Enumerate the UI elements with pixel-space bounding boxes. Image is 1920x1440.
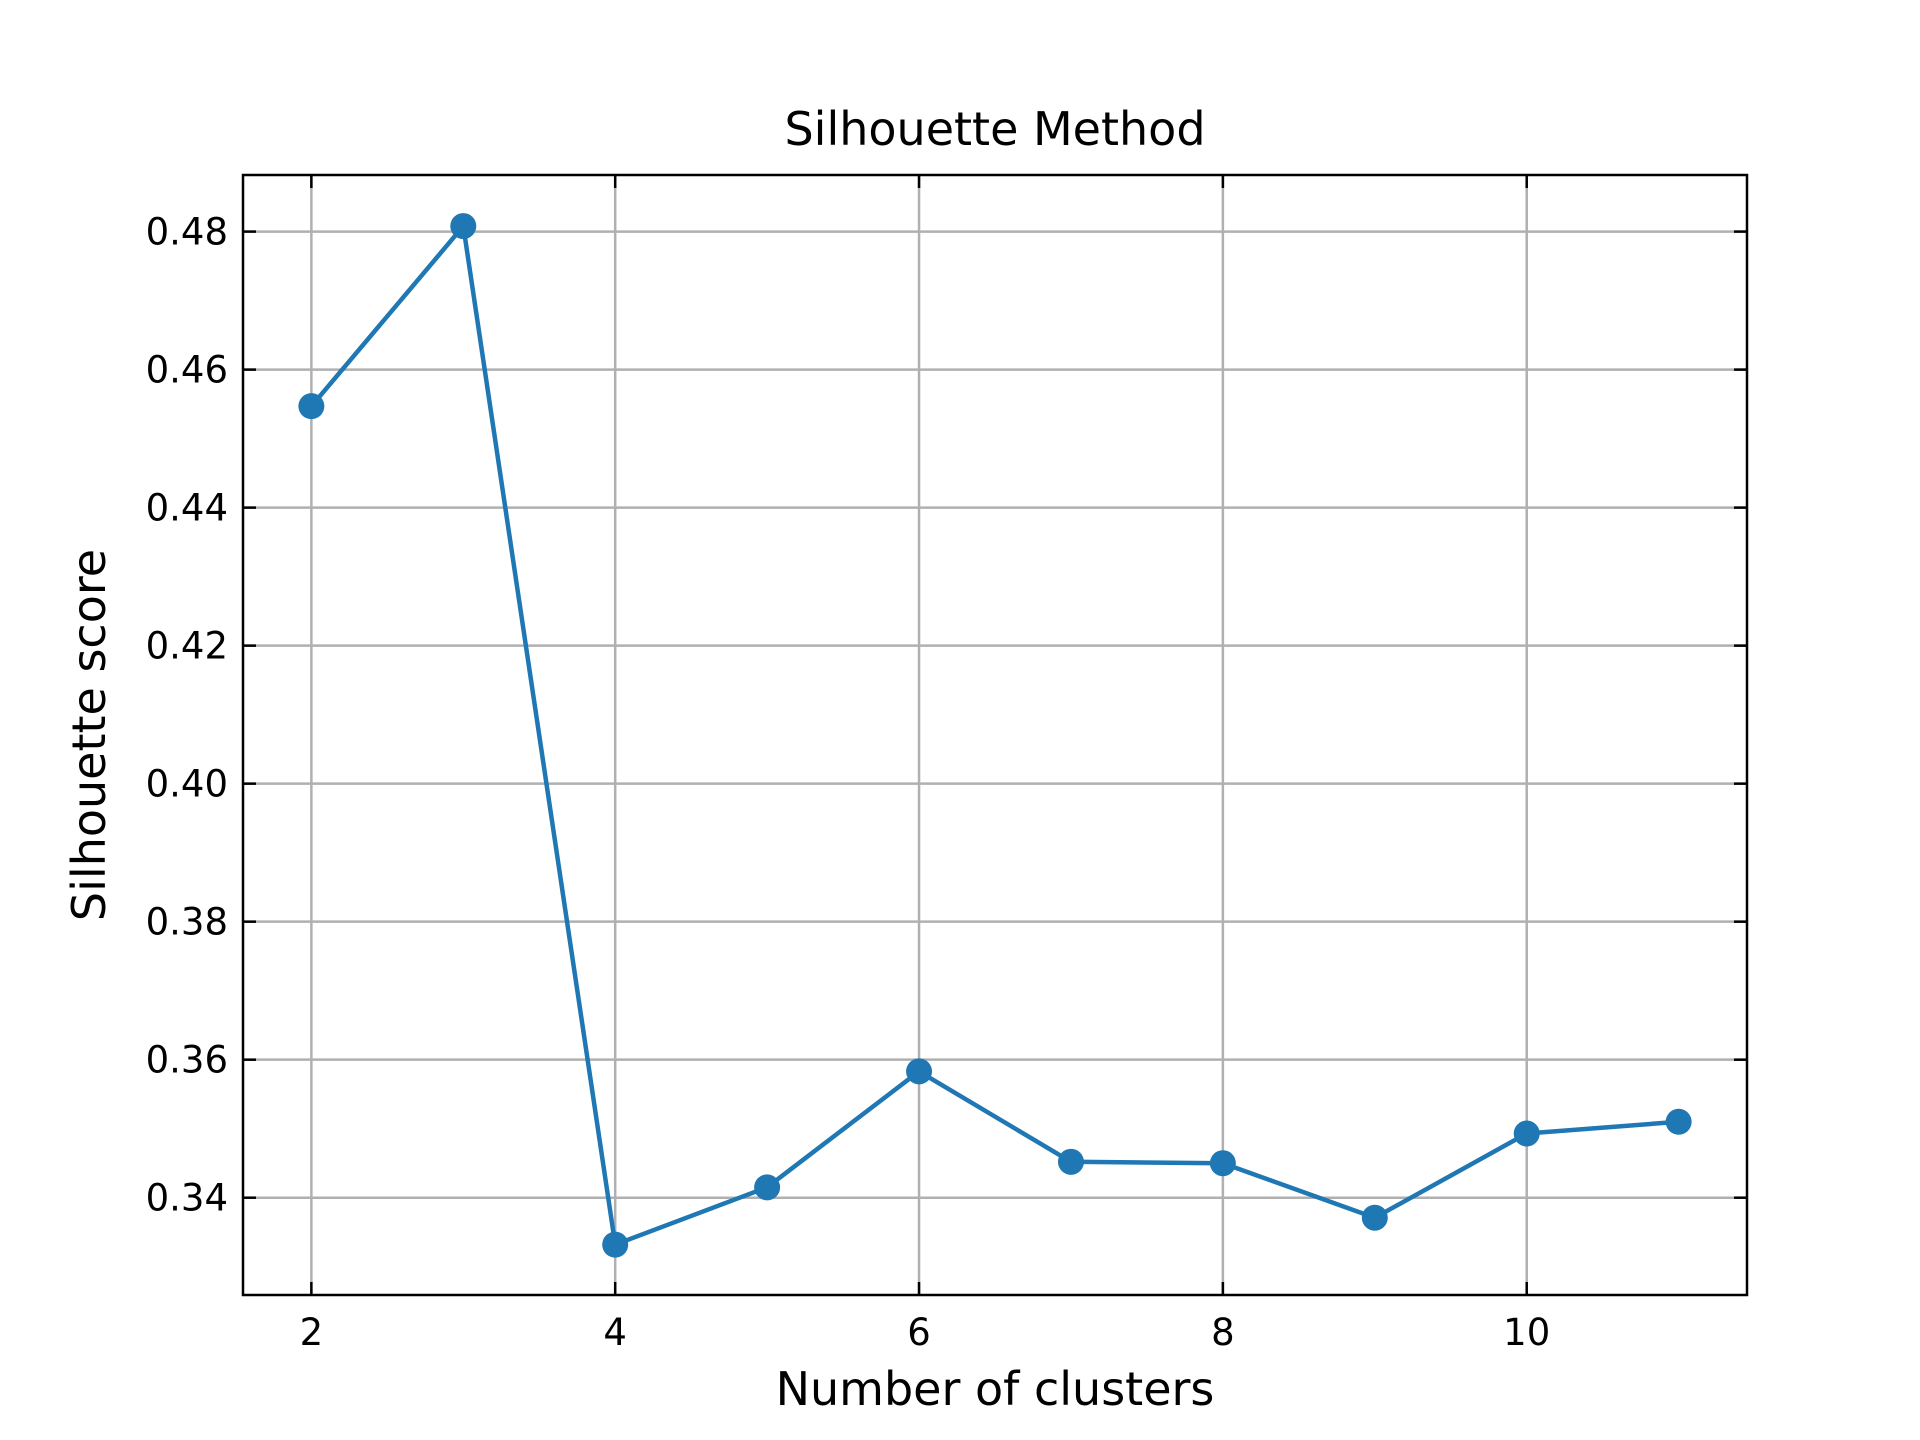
x-axis-title: Number of clusters — [776, 1362, 1215, 1416]
data-point — [754, 1174, 781, 1201]
y-axis-title: Silhouette score — [62, 549, 116, 921]
data-point — [1057, 1148, 1084, 1175]
data-point — [1209, 1150, 1236, 1177]
chart-title: Silhouette Method — [784, 102, 1205, 156]
series-layer — [298, 213, 1692, 1258]
y-tick-label: 0.44 — [146, 487, 228, 530]
x-tick-label: 8 — [1211, 1311, 1235, 1354]
data-point — [906, 1058, 933, 1085]
grid-layer — [243, 175, 1747, 1295]
x-tick-label: 4 — [603, 1311, 627, 1354]
tick-layer: 2 4 6 8 10 0.34 0.36 0.38 0.40 0.42 0.44 0.46 0.48 — [146, 175, 1747, 1354]
data-point — [1361, 1204, 1388, 1231]
plot-frame — [241, 173, 1749, 1297]
y-tick-label: 0.46 — [146, 349, 228, 392]
data-point — [1513, 1120, 1540, 1147]
data-point — [602, 1231, 629, 1258]
y-tick-label: 0.48 — [146, 211, 228, 254]
data-point — [450, 213, 477, 240]
y-tick-label: 0.38 — [146, 901, 228, 944]
data-point — [1665, 1108, 1692, 1135]
x-tick-label: 10 — [1503, 1311, 1550, 1354]
x-tick-label: 6 — [907, 1311, 931, 1354]
x-tick-label: 2 — [300, 1311, 324, 1354]
data-point — [298, 393, 325, 420]
y-tick-label: 0.34 — [146, 1177, 228, 1220]
y-tick-label: 0.36 — [146, 1039, 228, 1082]
y-tick-label: 0.40 — [146, 763, 228, 806]
y-tick-label: 0.42 — [146, 625, 228, 668]
series-line — [309, 223, 1679, 1247]
